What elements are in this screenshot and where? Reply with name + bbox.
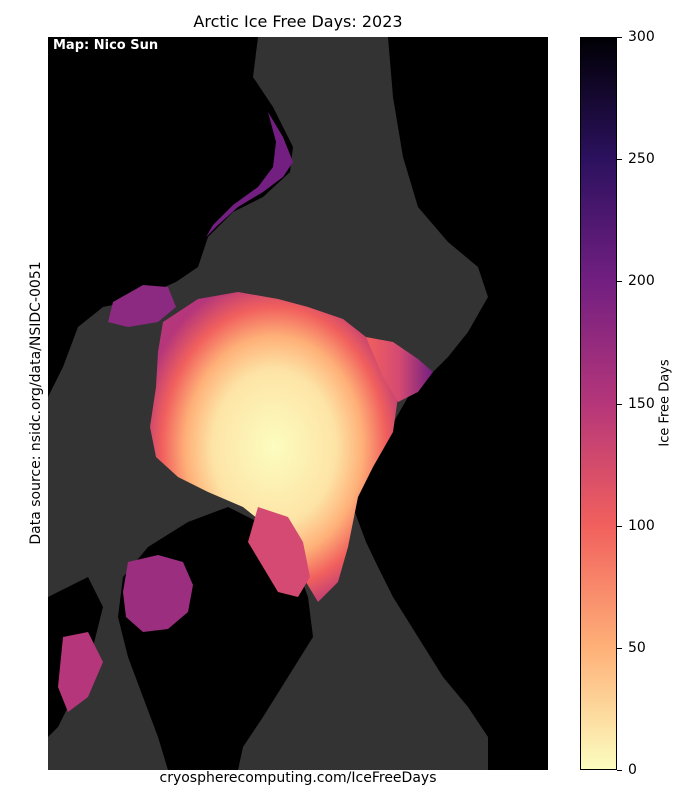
colorbar-tick-mark [617,403,622,405]
land-siberia [48,37,293,397]
colorbar-tick-mark [617,159,622,161]
ice-free-arctic-basin [150,292,398,602]
colorbar-tick-label: 150 [628,395,655,412]
land-north-america [353,37,548,770]
ice-free-bering-okhotsk [206,112,293,237]
colorbar-ticks: 0 50 100 150 200 250 300 [617,29,657,778]
colorbar-tick-label: 100 [628,517,655,534]
colorbar-tick-mark [617,37,622,38]
website-credit: cryospherecomputing.com/IceFreeDays [159,770,437,786]
colorbar-tick-label: 200 [628,273,655,290]
colorbar-label: Ice Free Days [657,359,673,447]
arctic-map [48,37,548,770]
colorbar-tick-mark [617,647,622,649]
ice-free-barents-kara [366,337,433,402]
colorbar-tick-mark [617,770,622,771]
ice-free-hudson-bay [123,555,193,632]
colorbar-tick-label: 300 [628,29,655,45]
data-source-credit: Data source: nsidc.org/data/NSIDC-0051 [28,261,44,545]
colorbar-tick-label: 0 [628,762,637,778]
colorbar-tick-mark [617,281,622,283]
map-author-watermark: Map: Nico Sun [53,38,159,53]
colorbar-tick-label: 250 [628,151,655,168]
colorbar-tick-label: 50 [628,639,646,656]
map-title: Arctic Ice Free Days: 2023 [193,12,403,31]
ice-free-baffin-bay [248,507,310,597]
colorbar-tick-mark [617,525,622,527]
ice-free-chukchi [108,285,176,327]
ice-free-labrador [58,632,103,712]
colorbar [580,37,617,770]
